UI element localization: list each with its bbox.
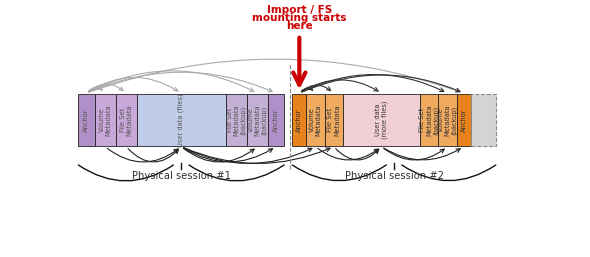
Text: Anchor: Anchor: [296, 108, 302, 132]
Text: File Set
Metadata
(backup): File Set Metadata (backup): [419, 104, 439, 136]
Text: User data
(more files): User data (more files): [375, 101, 388, 139]
Bar: [306, 94, 325, 146]
Bar: [137, 94, 226, 146]
Bar: [94, 94, 116, 146]
Bar: [292, 94, 306, 146]
Text: Anchor: Anchor: [83, 108, 90, 132]
Text: Anchor: Anchor: [273, 108, 279, 132]
Bar: [471, 94, 496, 146]
Text: File Set
Metadata
(backup): File Set Metadata (backup): [227, 104, 246, 136]
Bar: [420, 94, 438, 146]
Text: Physical session #2: Physical session #2: [345, 171, 444, 181]
Bar: [343, 94, 420, 146]
Text: mounting starts: mounting starts: [252, 13, 346, 23]
Text: User data (files): User data (files): [178, 93, 185, 147]
Text: File Set
Metadata: File Set Metadata: [327, 104, 340, 136]
Bar: [116, 94, 137, 146]
Text: here: here: [286, 21, 313, 31]
Text: Volume
Metadata
(backup): Volume Metadata (backup): [438, 104, 457, 136]
Text: Anchor: Anchor: [461, 108, 467, 132]
Text: Import / FS: Import / FS: [267, 5, 332, 15]
Text: File Set
Metadata: File Set Metadata: [120, 104, 132, 136]
Text: Physical session #1: Physical session #1: [132, 171, 231, 181]
Bar: [438, 94, 457, 146]
Bar: [324, 94, 343, 146]
Bar: [78, 94, 94, 146]
Text: Volume
Metadata: Volume Metadata: [309, 104, 322, 136]
Text: Volume
Metadata
(backup): Volume Metadata (backup): [248, 104, 267, 136]
Bar: [268, 94, 284, 146]
Bar: [226, 94, 247, 146]
Bar: [247, 94, 268, 146]
Bar: [457, 94, 471, 146]
Text: Volume
Metadata: Volume Metadata: [99, 104, 112, 136]
